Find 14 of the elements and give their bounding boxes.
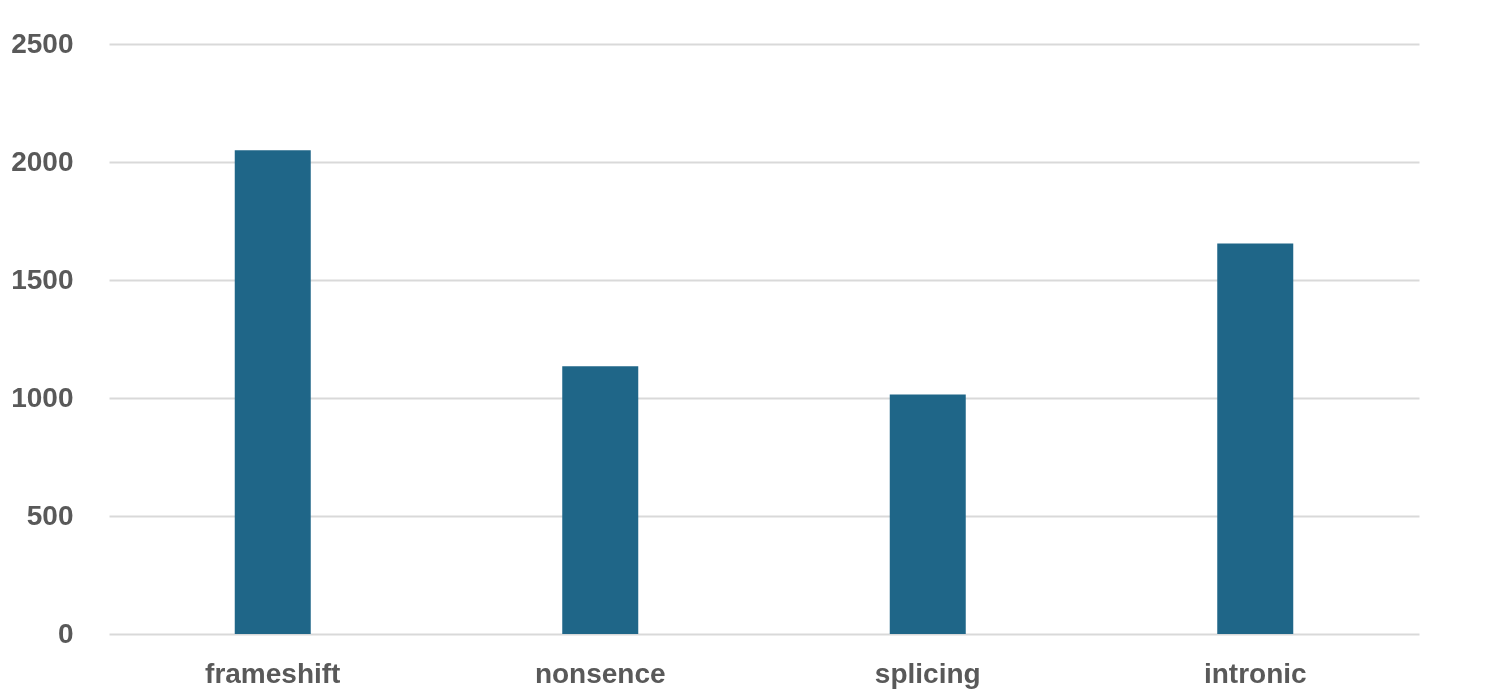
bar <box>562 366 639 634</box>
y-tick-label: 500 <box>26 499 74 531</box>
x-tick-label: intronic <box>1203 657 1307 689</box>
bar <box>1217 243 1294 634</box>
bar <box>889 394 966 634</box>
y-tick-label: 1000 <box>11 381 74 413</box>
y-tick-label: 0 <box>57 617 74 649</box>
y-tick-label: 2000 <box>11 145 74 177</box>
x-tick-label: splicing <box>874 657 981 689</box>
bar <box>234 150 311 634</box>
y-tick-label: 2500 <box>11 27 74 59</box>
x-tick-label: frameshift <box>205 657 341 689</box>
y-tick-label: 1500 <box>11 263 74 295</box>
x-tick-label: nonsence <box>534 657 666 689</box>
